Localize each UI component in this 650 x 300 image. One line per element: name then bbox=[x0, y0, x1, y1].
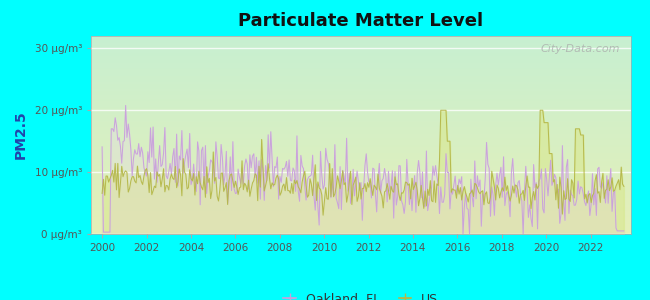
Y-axis label: PM2.5: PM2.5 bbox=[14, 111, 28, 159]
Legend: Oakland, FL, US: Oakland, FL, US bbox=[278, 288, 443, 300]
Text: City-Data.com: City-Data.com bbox=[540, 44, 619, 54]
Title: Particulate Matter Level: Particulate Matter Level bbox=[238, 12, 484, 30]
